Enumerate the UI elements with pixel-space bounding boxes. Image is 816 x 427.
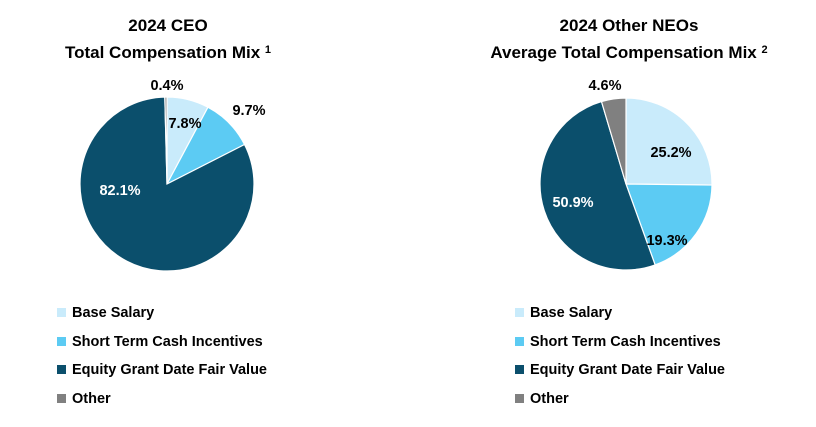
ceo-legend-swatch-other	[57, 393, 66, 403]
ceo-label-equity-grant: 82.1%	[99, 183, 140, 199]
neo-legend-label-other: Other	[530, 390, 569, 407]
neo-legend-swatch-short-term-cash	[515, 336, 524, 346]
ceo-chart-panel: 2024 CEO Total Compensation Mix 1 7.8% 9.…	[0, 0, 336, 427]
ceo-pie-chart: 7.8% 9.7% 82.1% 0.4%	[79, 78, 266, 272]
neo-legend-label-short-term-cash: Short Term Cash Incentives	[530, 333, 721, 350]
ceo-slice-other	[164, 96, 168, 185]
neo-title-line1: 2024 Other NEOs	[559, 16, 699, 35]
neo-chart-title: 2024 Other NEOs Average Total Compensati…	[442, 14, 816, 65]
neo-title-line2: Average Total Compensation Mix 2	[490, 43, 768, 62]
ceo-slice-equity-grant	[79, 96, 255, 272]
neo-legend-label-equity-grant: Equity Grant Date Fair Value	[530, 362, 725, 378]
ceo-chart-title: 2024 CEO Total Compensation Mix 1	[0, 14, 336, 65]
neo-label-other: 4.6%	[588, 78, 621, 94]
neo-legend-label-base-salary: Base Salary	[530, 305, 613, 321]
neo-legend-swatch-other	[515, 393, 524, 403]
neo-slice-base-salary	[625, 97, 713, 186]
ceo-label-other: 0.4%	[150, 78, 183, 94]
ceo-legend-swatch-equity-grant	[57, 365, 66, 374]
ceo-legend-label-other: Other	[72, 390, 111, 407]
ceo-title-footnote: 1	[264, 44, 272, 56]
neo-label-base-salary: 25.2%	[650, 145, 691, 161]
neo-slice-short-term-cash	[625, 183, 713, 266]
neo-pie-chart: 25.2% 19.3% 50.9% 4.6%	[539, 78, 713, 271]
ceo-title-line2: Total Compensation Mix 1	[64, 43, 272, 62]
ceo-legend-swatch-base-salary	[57, 308, 66, 317]
ceo-legend-label-short-term-cash: Short Term Cash Incentives	[72, 333, 263, 350]
ceo-legend-label-equity-grant: Equity Grant Date Fair Value	[72, 362, 267, 378]
neo-slice-other	[600, 97, 627, 185]
neo-title-footnote: 2	[761, 44, 768, 56]
neo-label-short-term-cash: 19.3%	[646, 233, 687, 249]
ceo-label-short-term-cash: 9.7%	[232, 103, 265, 119]
neo-slice-equity-grant	[539, 100, 656, 271]
ceo-label-base-salary: 7.8%	[168, 116, 201, 132]
ceo-title-line1: 2024 CEO	[128, 16, 208, 35]
neo-legend-swatch-base-salary	[515, 308, 524, 317]
neo-label-equity-grant: 50.9%	[552, 195, 593, 211]
ceo-legend-swatch-short-term-cash	[57, 336, 66, 346]
neo-chart-panel: 2024 Other NEOs Average Total Compensati…	[442, 0, 816, 427]
neo-legend-swatch-equity-grant	[515, 365, 524, 374]
ceo-legend-label-base-salary: Base Salary	[72, 305, 155, 321]
